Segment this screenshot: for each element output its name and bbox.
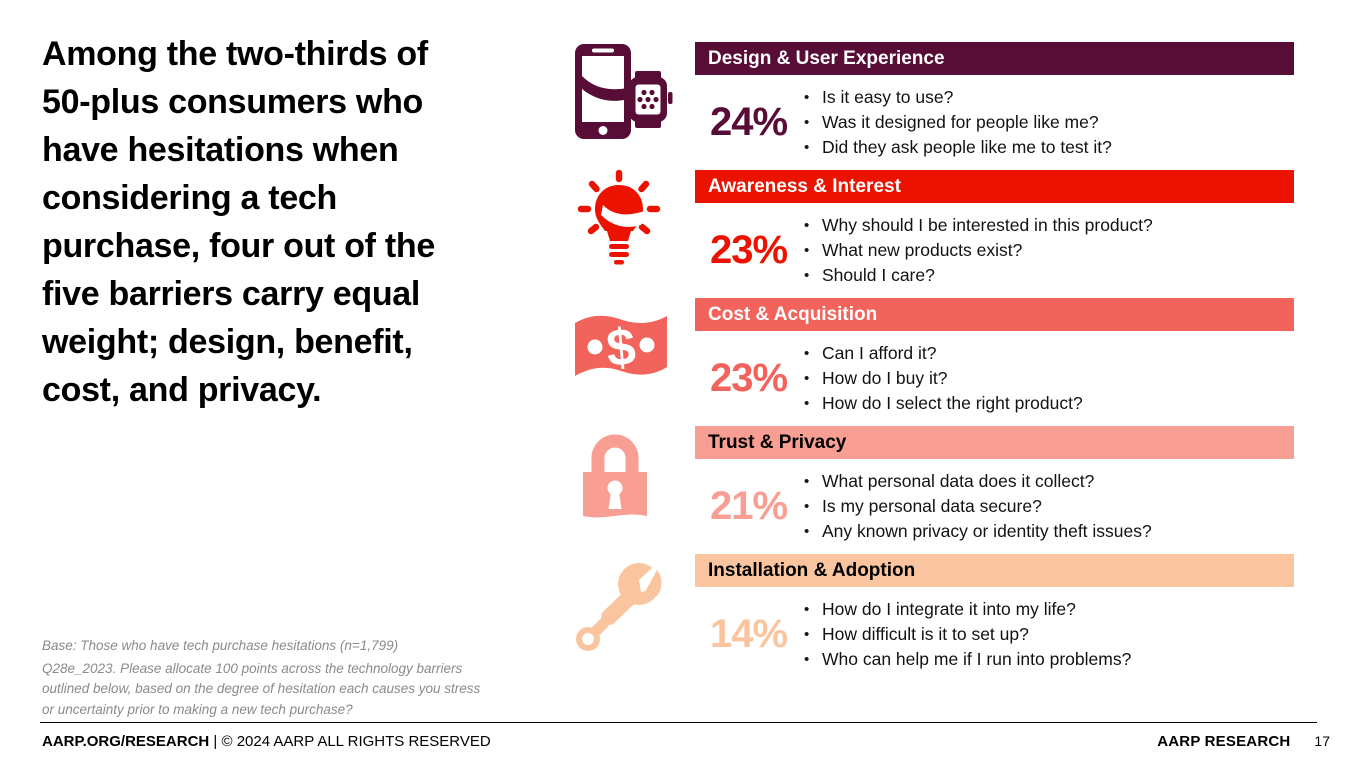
category-body: 14% How do I integrate it into my life? … <box>695 587 1294 682</box>
base-note: Base: Those who have tech purchase hesit… <box>42 636 552 720</box>
footer-rights-text: | © 2024 AARP ALL RIGHTS RESERVED <box>209 733 491 750</box>
headline-line: considering a tech <box>42 179 338 217</box>
category-percentage: 24% <box>710 100 788 144</box>
headline-line: cost, and privacy. <box>42 371 322 409</box>
bullet-item: How do I select the right product? <box>800 391 1294 416</box>
category-percentage: 21% <box>710 484 788 528</box>
category-design-user-experience: Design & User Experience 24% Is it easy … <box>563 42 1294 170</box>
category-percentage: 14% <box>710 612 788 656</box>
category-title: Design & User Experience <box>695 42 1294 75</box>
question-line: Q28e_2023. Please allocate 100 points ac… <box>42 660 463 676</box>
category-list: Design & User Experience 24% Is it easy … <box>563 42 1294 682</box>
smartphone-smartwatch-icon <box>563 28 695 156</box>
base-line: Base: Those who have tech purchase hesit… <box>42 638 399 653</box>
footer-brand: AARP RESEARCH <box>1157 733 1291 750</box>
headline-line: five barriers carry equal <box>42 275 421 313</box>
bullet-item: What personal data does it collect? <box>800 469 1294 494</box>
category-bullet-list: Can I afford it? How do I buy it? How do… <box>800 341 1294 416</box>
footer-right: AARP RESEARCH 17 <box>1157 733 1330 750</box>
category-awareness-interest: Awareness & Interest 23% Why should I be… <box>563 169 1294 298</box>
bullet-item: What new products exist? <box>800 238 1294 263</box>
footer-site-label: AARP.ORG/RESEARCH <box>42 733 210 750</box>
bullet-item: Is it easy to use? <box>800 85 1294 110</box>
category-bullet-list: Is it easy to use? Was it designed for p… <box>800 85 1294 160</box>
category-bullet-list: What personal data does it collect? Is m… <box>800 469 1294 544</box>
category-body: 21% What personal data does it collect? … <box>695 459 1294 554</box>
category-body: 23% Can I afford it? How do I buy it? Ho… <box>695 331 1294 426</box>
headline-line: have hesitations when <box>42 131 399 169</box>
category-title: Cost & Acquisition <box>695 298 1294 331</box>
question-line: or uncertainty prior to making a new tec… <box>42 701 353 717</box>
footer: AARP.ORG/RESEARCH | © 2024 AARP ALL RIGH… <box>42 733 1330 750</box>
bullet-item: Did they ask people like me to test it? <box>800 135 1294 160</box>
headline-line: weight; design, benefit, <box>42 323 413 361</box>
bullet-item: Should I care? <box>800 263 1294 288</box>
bullet-item: Was it designed for people like me? <box>800 110 1294 135</box>
footer-copyright: AARP.ORG/RESEARCH | © 2024 AARP ALL RIGH… <box>42 733 491 750</box>
question-line: outlined below, based on the degree of h… <box>42 681 481 696</box>
bullet-item: Is my personal data secure? <box>800 494 1294 519</box>
footer-divider <box>40 722 1317 723</box>
category-cost-acquisition: $ Cost & Acquisition 23% Can I afford it… <box>563 298 1294 426</box>
lightbulb-icon <box>563 156 695 284</box>
headline-line: purchase, four out of the <box>42 227 435 265</box>
wrench-icon <box>563 540 695 668</box>
bullet-item: How do I buy it? <box>800 366 1294 391</box>
category-installation-adoption: Installation & Adoption 14% How do I int… <box>563 554 1294 682</box>
category-body: 24% Is it easy to use? Was it designed f… <box>695 75 1294 170</box>
category-trust-privacy: Trust & Privacy 21% What personal data d… <box>563 426 1294 554</box>
bullet-item: How difficult is it to set up? <box>800 622 1294 647</box>
category-body: 23% Why should I be interested in this p… <box>695 203 1294 298</box>
headline-line: Among the two-thirds of <box>42 35 428 73</box>
money-icon: $ <box>563 284 695 412</box>
bullet-item: Can I afford it? <box>800 341 1294 366</box>
category-percentage: 23% <box>710 356 788 400</box>
dollar-symbol: $ <box>604 318 638 378</box>
bullet-item: Why should I be interested in this produ… <box>800 213 1294 238</box>
category-percentage: 23% <box>710 228 788 272</box>
category-bullet-list: Why should I be interested in this produ… <box>800 213 1294 288</box>
padlock-icon <box>563 412 695 540</box>
category-bullet-list: How do I integrate it into my life? How … <box>800 597 1294 672</box>
bullet-item: Any known privacy or identity theft issu… <box>800 519 1294 544</box>
page-number: 17 <box>1314 733 1330 749</box>
headline: Among the two-thirds of 50-plus consumer… <box>42 30 502 414</box>
bullet-item: Who can help me if I run into problems? <box>800 647 1294 672</box>
category-title: Awareness & Interest <box>695 170 1294 203</box>
headline-line: 50-plus consumers who <box>42 83 424 121</box>
bullet-item: How do I integrate it into my life? <box>800 597 1294 622</box>
category-title: Trust & Privacy <box>695 426 1294 459</box>
category-title: Installation & Adoption <box>695 554 1294 587</box>
